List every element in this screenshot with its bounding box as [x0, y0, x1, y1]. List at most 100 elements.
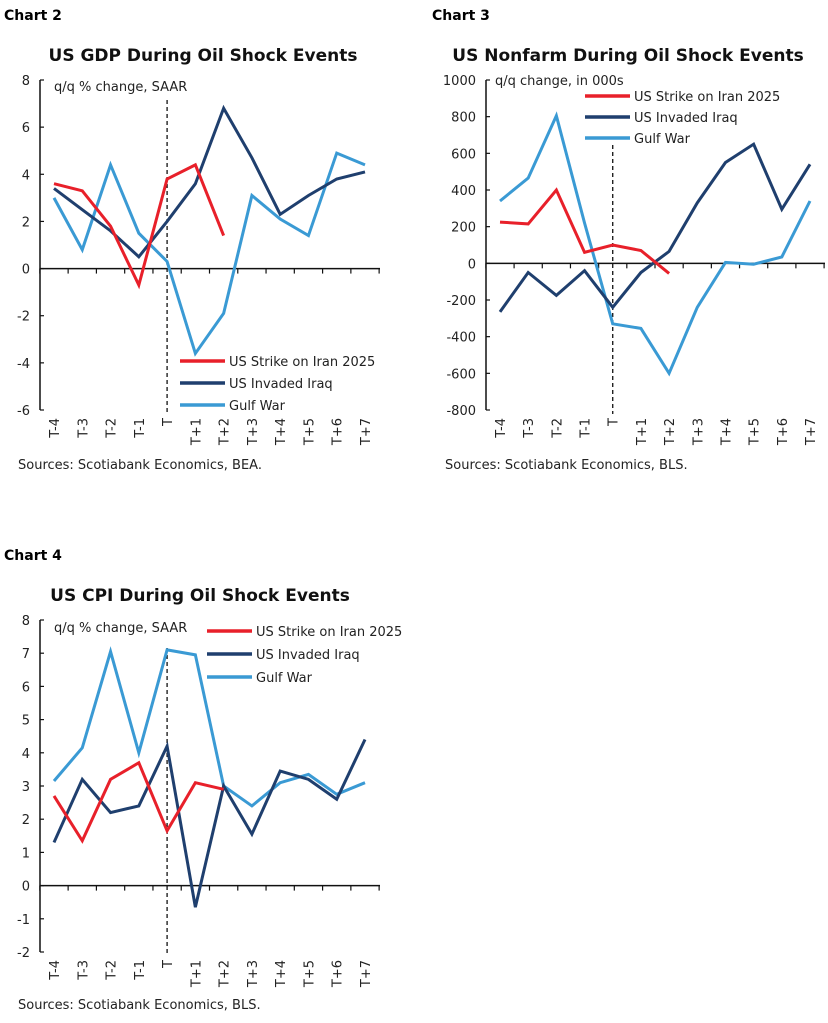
x-tick-label: T+7	[359, 960, 374, 988]
series-line-iran	[499, 187, 671, 275]
x-tick-label: T+3	[691, 418, 706, 446]
legend-label: US Invaded Iraq	[634, 111, 738, 126]
x-tick-label: T+6	[776, 418, 791, 446]
y-tick-label: 2	[22, 813, 30, 828]
y-tick-label: 4	[22, 168, 30, 183]
x-tick-label: T+3	[246, 418, 261, 446]
y-tick-label: -600	[446, 367, 476, 382]
x-tick-label: T-1	[133, 418, 148, 439]
legend-label: US Invaded Iraq	[256, 648, 360, 663]
x-tick-label: T+5	[302, 960, 317, 988]
y-tick-label: 8	[22, 74, 30, 89]
y-tick-label: -1	[17, 913, 30, 928]
series-line-iran	[53, 162, 226, 290]
y-tick-label: -6	[17, 404, 30, 419]
x-tick-label: T+6	[331, 960, 346, 988]
series-line-gulf	[499, 111, 812, 377]
x-tick-label: T-3	[76, 418, 91, 439]
x-tick-label: T+2	[663, 418, 678, 446]
chart-title: US Nonfarm During Oil Shock Events	[452, 46, 803, 66]
chart-number: Chart 3	[432, 8, 490, 24]
y-tick-label: 6	[22, 680, 30, 695]
chart-3: Chart 3 US Nonfarm During Oil Shock Event…	[432, 8, 825, 473]
chart-title: US CPI During Oil Shock Events	[50, 586, 350, 606]
x-tick-label: T	[607, 418, 622, 427]
y-tick-label: -2	[17, 310, 30, 325]
series-line-iran	[52, 760, 224, 844]
series-line-iraq	[52, 738, 367, 908]
legend-label: US Strike on Iran 2025	[229, 355, 375, 370]
legend-label: Gulf War	[634, 132, 691, 147]
chart-source: Sources: Scotiabank Economics, BLS.	[445, 458, 688, 473]
y-tick-label: -2	[17, 946, 30, 961]
x-tick-label: T+3	[246, 960, 261, 988]
y-tick-label: 7	[22, 647, 30, 662]
x-tick-label: T	[161, 960, 176, 969]
chart-number: Chart 2	[4, 8, 62, 24]
legend-label: Gulf War	[256, 671, 313, 686]
legend-label: Gulf War	[229, 399, 286, 414]
x-tick-label: T+2	[218, 960, 233, 988]
x-tick-label: T+4	[274, 960, 289, 988]
x-tick-label: T+4	[719, 418, 734, 446]
x-tick-label: T+5	[748, 418, 763, 446]
chart-title: US GDP During Oil Shock Events	[49, 46, 358, 66]
x-tick-label: T-4	[494, 418, 509, 439]
y-tick-label: 600	[451, 147, 476, 162]
series-line-iraq	[53, 104, 366, 259]
x-tick-label: T+7	[804, 418, 819, 446]
y-tick-label: 0	[22, 880, 30, 895]
y-tick-label: 800	[451, 111, 476, 126]
chart-subtitle: q/q % change, SAAR	[54, 80, 187, 95]
series-line-gulf	[52, 646, 366, 808]
x-tick-label: T+6	[331, 418, 346, 446]
x-tick-label: T-3	[76, 960, 91, 981]
chart-2: Chart 2 US GDP During Oil Shock Events -6 -…	[4, 8, 380, 473]
x-tick-label: T+5	[302, 418, 317, 446]
legend-label: US Strike on Iran 2025	[634, 90, 780, 105]
x-tick-label: T-1	[133, 960, 148, 981]
y-tick-label: -200	[446, 294, 476, 309]
series-line-iraq	[498, 141, 812, 313]
y-tick-label: 1	[22, 846, 30, 861]
x-tick-label: T+1	[189, 418, 204, 446]
y-tick-label: -800	[446, 404, 476, 419]
y-tick-label: 0	[22, 263, 30, 278]
chart-source: Sources: Scotiabank Economics, BEA.	[18, 458, 262, 473]
x-tick-label: T-4	[48, 418, 63, 439]
legend-label: US Strike on Iran 2025	[256, 625, 402, 640]
y-tick-label: 400	[451, 184, 476, 199]
y-tick-label: 3	[22, 780, 30, 795]
x-tick-label: T+1	[635, 418, 650, 446]
y-tick-label: 2	[22, 215, 30, 230]
y-tick-label: 5	[22, 714, 30, 729]
x-tick-label: T-2	[105, 960, 120, 981]
y-tick-label: 0	[468, 257, 476, 272]
x-tick-label: T+7	[359, 418, 374, 446]
x-tick-label: T+2	[218, 418, 233, 446]
x-tick-label: T+1	[189, 960, 204, 988]
legend-label: US Invaded Iraq	[229, 377, 333, 392]
y-tick-label: 200	[451, 221, 476, 236]
x-tick-label: T-2	[550, 418, 565, 439]
x-tick-label: T-3	[522, 418, 537, 439]
y-tick-label: -400	[446, 331, 476, 346]
chart-subtitle: q/q % change, SAAR	[54, 621, 187, 636]
x-tick-label: T+4	[274, 418, 289, 446]
y-tick-label: 8	[22, 614, 30, 629]
series-line-gulf	[52, 151, 366, 357]
chart-source: Sources: Scotiabank Economics, BLS.	[18, 998, 261, 1013]
chart-4: Chart 4 US CPI During Oil Shock Events -2 -…	[4, 548, 402, 1013]
chart-number: Chart 4	[4, 548, 62, 564]
x-tick-label: T-2	[105, 418, 120, 439]
y-tick-label: 1000	[443, 74, 476, 89]
y-tick-label: 6	[22, 121, 30, 136]
x-tick-label: T-1	[579, 418, 594, 439]
y-tick-label: 4	[22, 747, 30, 762]
x-tick-label: T	[161, 418, 176, 427]
y-tick-label: -4	[17, 357, 30, 372]
x-tick-label: T-4	[48, 960, 63, 981]
chart-subtitle: q/q change, in 000s	[495, 74, 624, 89]
